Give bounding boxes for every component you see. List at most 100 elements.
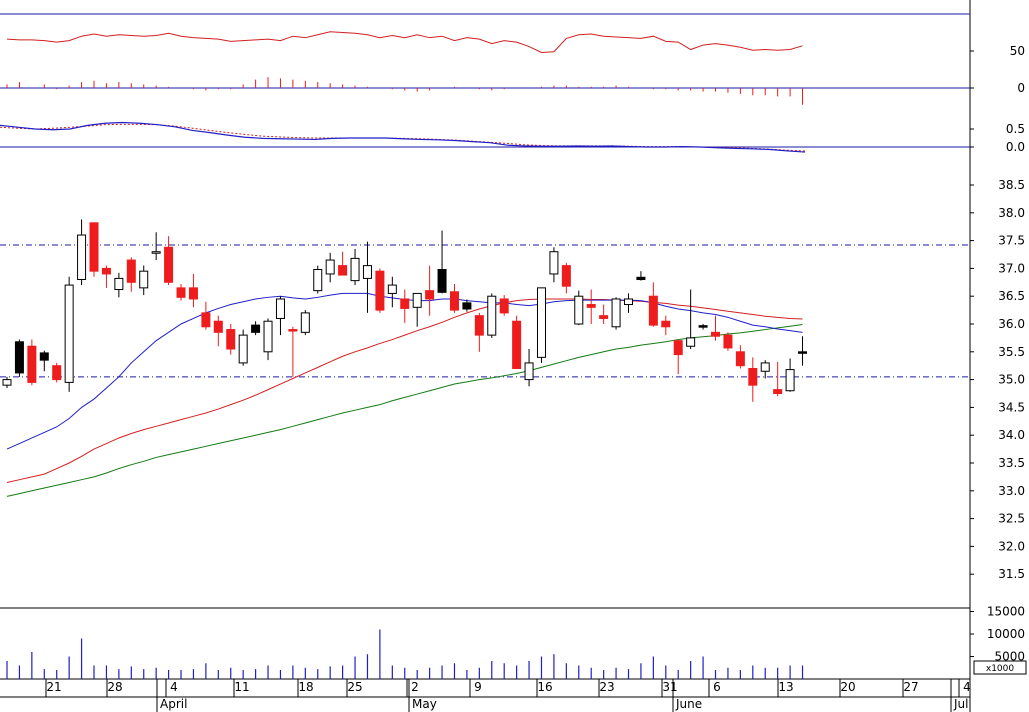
candle-body (611, 298, 621, 328)
candle-body (673, 340, 683, 356)
candle-body (698, 325, 708, 328)
candle (288, 326, 298, 377)
candle-body (760, 362, 770, 372)
day-tick-label: 13 (778, 680, 793, 694)
candle-body (213, 320, 223, 333)
candle-body (2, 379, 12, 386)
candle-body (785, 369, 795, 392)
candle-body (449, 291, 459, 311)
day-tick-label: 16 (537, 680, 552, 694)
price-tick-label: 34.5 (998, 400, 1025, 414)
month-label: June (675, 697, 702, 711)
candle-body (226, 329, 236, 350)
candle-body (412, 292, 422, 308)
candle (425, 265, 435, 316)
candle (686, 289, 696, 350)
candle-body (139, 270, 149, 289)
volume-tick-label: 10000 (987, 627, 1025, 641)
day-tick-label: 27 (903, 680, 918, 694)
candle (151, 232, 161, 261)
candle (139, 265, 149, 296)
candle (499, 295, 509, 316)
candle (512, 315, 522, 369)
candle-body (101, 267, 111, 275)
date-axis: 21 28 4 11 18 25 2 9 16 23 31 6 13 20 27 4 April May June J… (45, 679, 971, 712)
price-tick-label: 36.5 (998, 289, 1025, 303)
day-tick-label: 23 (599, 680, 614, 694)
candle (188, 273, 198, 308)
candle-body (561, 265, 571, 287)
candle (14, 339, 24, 377)
candle (400, 289, 410, 323)
candle (251, 321, 261, 336)
price-tick-label: 34.0 (998, 428, 1025, 442)
candle-body (275, 298, 285, 319)
candle (375, 268, 385, 313)
candle (586, 289, 596, 324)
candle-body (288, 329, 298, 332)
candle-body (251, 324, 261, 333)
month-label: Jul (953, 697, 968, 711)
macd-panel: 0.50.0 (0, 121, 1025, 154)
price-tick-label: 37.5 (998, 234, 1025, 248)
candle (275, 296, 285, 336)
macd-tick-label: 0.5 (1006, 122, 1025, 136)
candle (624, 293, 633, 313)
candle-body (387, 284, 397, 294)
candle-body (52, 365, 62, 381)
candle (201, 301, 211, 330)
candle-body (661, 320, 671, 328)
candle (226, 324, 236, 355)
candle-body (375, 270, 385, 311)
candle (599, 304, 609, 324)
macd-tick-label: 0.0 (1006, 140, 1025, 154)
candle (561, 262, 571, 294)
candle-body (300, 312, 310, 333)
candle-body (263, 320, 273, 353)
day-tick-label: 9 (474, 680, 482, 694)
candle-body (624, 298, 633, 306)
candle (474, 312, 484, 352)
candle-body (164, 246, 174, 283)
candle-body (77, 234, 87, 281)
candle-body (64, 284, 74, 383)
candle-body (735, 351, 745, 367)
candle (164, 236, 174, 286)
rsi-line (6, 31, 803, 53)
candle-body (686, 337, 696, 347)
candle (52, 362, 62, 383)
candle-body (462, 302, 472, 310)
price-tick-label: 32.0 (998, 539, 1025, 553)
candle (325, 252, 335, 283)
chart-frame (0, 0, 971, 712)
candle-body (114, 277, 124, 291)
candle-body (400, 298, 410, 309)
candle-body (773, 389, 783, 395)
candle (39, 350, 49, 372)
candle (487, 293, 497, 338)
candle-body (487, 295, 497, 336)
price-tick-label: 38.0 (998, 206, 1025, 220)
day-tick-label: 25 (347, 680, 362, 694)
price-tick-label: 36.0 (998, 317, 1025, 331)
candle-body (723, 334, 733, 349)
candle (2, 376, 12, 388)
candle-body (437, 269, 447, 293)
candle (176, 283, 186, 301)
price-tick-label: 31.5 (998, 567, 1025, 581)
day-tick-label: 18 (298, 680, 313, 694)
hist-tick-label: 0 (1017, 81, 1025, 95)
volume-tick-label: 5000 (994, 650, 1025, 664)
candle (661, 315, 671, 336)
candle-body (499, 298, 509, 314)
month-label: May (412, 697, 437, 711)
candle (238, 329, 248, 366)
rsi-tick-label: 50 (1010, 44, 1025, 58)
candle-body (524, 362, 534, 381)
candle-body (313, 269, 323, 292)
candle (723, 332, 733, 351)
candle (263, 318, 273, 361)
candle (760, 360, 770, 379)
candle-body (711, 331, 721, 337)
